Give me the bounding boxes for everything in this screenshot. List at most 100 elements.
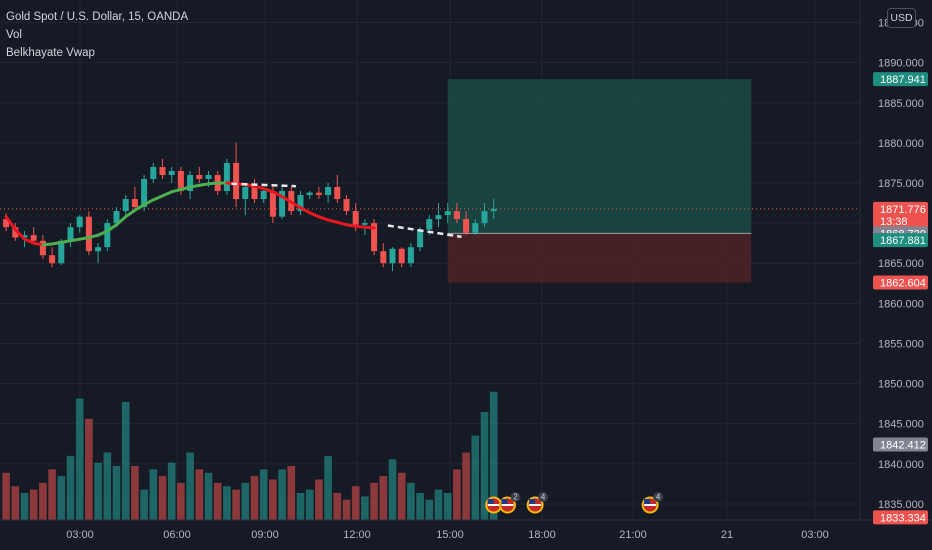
volume-bar: [39, 482, 47, 520]
candle-body: [187, 174, 194, 192]
candle-body: [315, 192, 322, 196]
event-marker[interactable]: [485, 496, 503, 514]
candle-body: [58, 240, 65, 264]
volume-bar: [2, 472, 10, 520]
candle-body: [361, 223, 368, 225]
volume-bar: [296, 493, 305, 520]
vwap-segment: [50, 240, 63, 246]
price-tick-label: 1890.000: [878, 58, 924, 70]
volume-bar: [20, 493, 29, 520]
candle-body: [380, 251, 387, 264]
time-tick-label: 03:00: [66, 529, 94, 541]
candle-body: [76, 216, 83, 228]
price-label-text: 1867.881: [880, 235, 926, 247]
price-tick-label: 1845.000: [878, 419, 924, 431]
candle-body: [49, 255, 56, 264]
candle-body: [141, 178, 148, 208]
vwap-segment: [96, 229, 109, 237]
vwap-segment: [289, 200, 302, 210]
candle-body: [306, 192, 313, 196]
vwap-segment: [23, 237, 36, 245]
price-label-box: [873, 233, 928, 248]
time-tick-label: 09:00: [251, 529, 279, 541]
price-label-box: [873, 510, 928, 525]
candle-body: [104, 223, 111, 248]
candle-body: [205, 174, 212, 179]
volume-bar: [462, 452, 470, 520]
volume-bar: [269, 479, 277, 520]
volume-bar: [195, 469, 204, 520]
volume-bar: [223, 486, 231, 520]
volume-bar: [94, 462, 102, 520]
vwap-segment: [133, 203, 146, 212]
price-labels: 1887.9411871.77613:381868.7201867.881186…: [873, 72, 928, 525]
symbol-title[interactable]: Gold Spot / U.S. Dollar, 15, OANDA: [6, 11, 189, 23]
flag-stripe: [644, 504, 657, 506]
vwap-segment: [188, 183, 201, 189]
vwap-segment: [280, 195, 293, 204]
event-count-badge: [653, 492, 664, 502]
vwap-segment: [115, 215, 128, 227]
candle-body: [260, 191, 267, 200]
volume-bar: [149, 469, 158, 520]
price-tick-label: 1885.000: [878, 98, 924, 110]
event-count: 2: [513, 493, 518, 502]
vwap-segment: [335, 220, 348, 227]
event-count-badge: [538, 492, 549, 502]
economic-event-markers[interactable]: 2 4 4: [485, 492, 664, 514]
candle-body: [131, 199, 138, 208]
vwap-segment: [179, 185, 192, 191]
vwap-segment: [271, 190, 284, 199]
vwap-segment: [161, 190, 174, 198]
candle-body: [297, 195, 304, 212]
event-marker[interactable]: 4: [641, 492, 664, 514]
price-label-box: [873, 437, 928, 452]
chart-legend: Gold Spot / U.S. Dollar, 15, OANDA Vol B…: [6, 8, 188, 62]
vwap-segment: [170, 187, 183, 194]
currency-button[interactable]: USD: [887, 8, 916, 28]
vwap-segment: [345, 223, 358, 228]
volume-bar: [351, 486, 360, 520]
candle-body: [279, 191, 286, 217]
price-tick-label: 1835.000: [878, 499, 924, 511]
long-position-tool[interactable]: [0, 79, 860, 283]
candle-body: [122, 199, 129, 212]
candle-body: [490, 208, 497, 212]
candle-body: [113, 211, 120, 224]
candle-body: [334, 187, 341, 200]
volume-bar: [370, 482, 378, 520]
flag-canton: [529, 499, 536, 504]
candle-body: [233, 162, 240, 200]
vwap-segment: [142, 198, 155, 207]
candle-body: [95, 247, 102, 252]
volume-bar: [48, 469, 56, 520]
price-label-box: [873, 201, 928, 228]
indicator-vol-label[interactable]: Vol: [6, 29, 22, 41]
event-marker[interactable]: 4: [526, 492, 549, 514]
event-marker[interactable]: 2: [499, 492, 521, 514]
volume-bar: [453, 469, 461, 520]
price-tick-label: 1840.000: [878, 459, 924, 471]
indicator-vwap-label[interactable]: Belkhayate Vwap: [6, 47, 95, 59]
price-tick-label: 1880.000: [878, 138, 924, 150]
candle-body: [463, 219, 470, 233]
time-tick-label: 21:00: [619, 529, 647, 541]
candle-body: [371, 223, 378, 252]
price-tick-label: 1875.000: [878, 178, 924, 190]
volume-bar: [177, 482, 185, 520]
price-label-text: 1871.776: [880, 204, 926, 216]
vwap-segment: [69, 237, 82, 243]
price-tick-label: 1865.000: [878, 258, 924, 270]
candle-body: [426, 219, 433, 230]
candle-body: [196, 174, 203, 179]
flag-stripe: [487, 504, 500, 506]
volume-bar: [213, 482, 222, 520]
vwap-segment: [151, 194, 164, 202]
vwap-segment: [299, 206, 312, 215]
price-tick-label: 1860.000: [878, 298, 924, 310]
volume-bar: [103, 452, 112, 520]
target-zone: [447, 79, 752, 234]
vwap-segment: [59, 239, 72, 244]
vwap-segment: [124, 208, 137, 219]
